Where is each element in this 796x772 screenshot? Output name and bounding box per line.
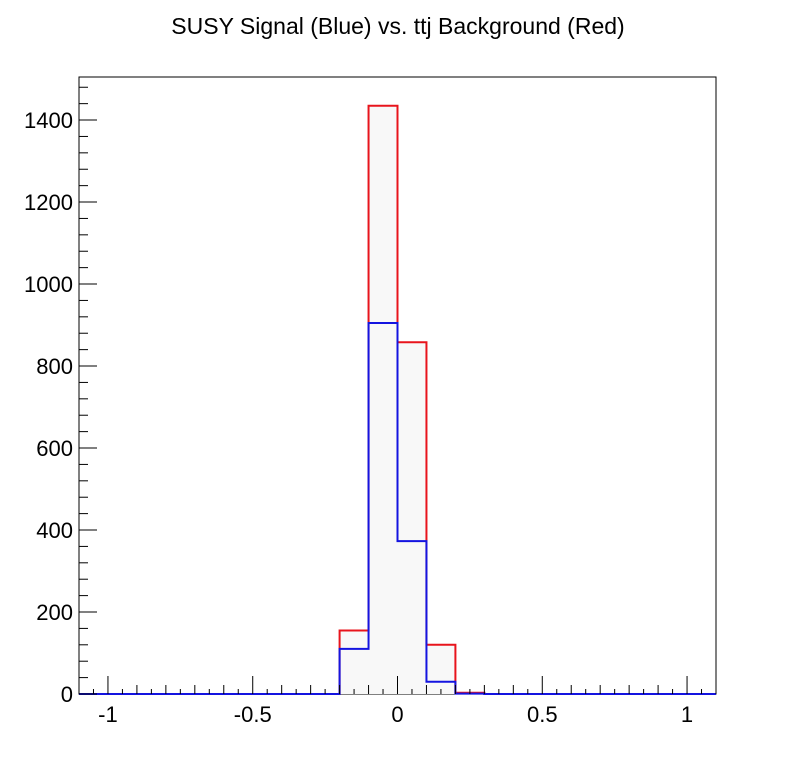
chart-title: SUSY Signal (Blue) vs. ttj Background (R…	[171, 13, 625, 39]
series-line-1	[79, 321, 716, 695]
y-tick-label: 1000	[24, 272, 73, 297]
y-tick-label: 800	[36, 354, 73, 379]
y-tick-label: 400	[36, 518, 73, 543]
histogram-series	[79, 104, 716, 695]
y-tick-label: 600	[36, 436, 73, 461]
axes: -1 -0.5 0 0.5 1 0 200 400 600 800 1000 1200 1400	[24, 86, 717, 727]
x-tick-label: 0.5	[527, 702, 558, 727]
x-tick-label: -1	[98, 702, 118, 727]
x-tick-label: -0.5	[234, 702, 272, 727]
x-tick-label: 1	[681, 702, 693, 727]
y-tick-label: 1200	[24, 190, 73, 215]
y-tick-label: 200	[36, 600, 73, 625]
x-tick-label: 0	[391, 702, 403, 727]
y-tick-label: 1400	[24, 108, 73, 133]
y-tick-label: 0	[61, 682, 73, 707]
